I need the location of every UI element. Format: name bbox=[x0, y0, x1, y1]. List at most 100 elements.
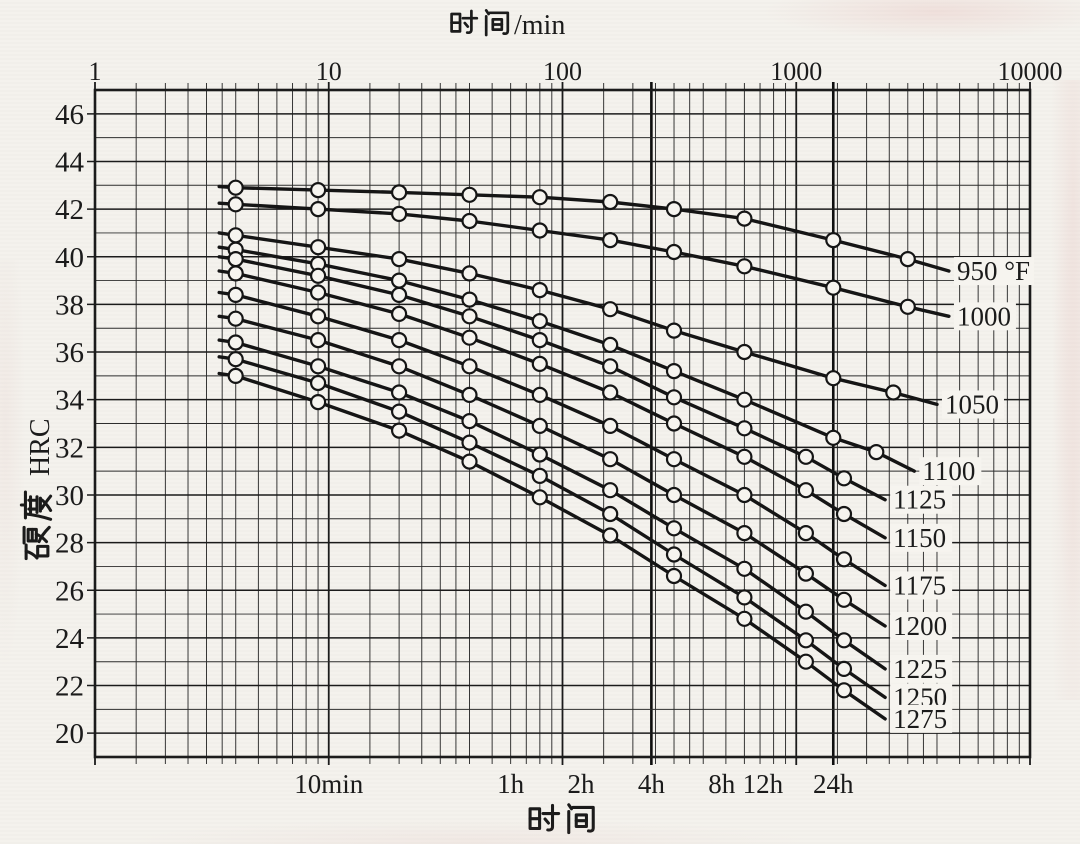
data-point-1175f bbox=[310, 308, 327, 325]
x-bottom-tick-label: 10min bbox=[294, 769, 364, 799]
hanzi-stroke bbox=[546, 803, 555, 832]
data-point-1275f bbox=[391, 422, 408, 439]
data-point-1225f bbox=[665, 520, 683, 537]
hanzi-stroke bbox=[37, 525, 51, 544]
x-top-tick-label: 10000 bbox=[998, 57, 1063, 86]
hanzi-stroke bbox=[528, 807, 542, 831]
curve-label-1000f: 1000 bbox=[957, 301, 1011, 331]
y-tick-label: 32 bbox=[55, 432, 84, 464]
hanzi-度 bbox=[19, 490, 53, 521]
data-point-1225f bbox=[461, 413, 478, 430]
data-point-1150f bbox=[797, 482, 815, 499]
curve-label-950f: 950 °F bbox=[957, 256, 1030, 286]
data-point-1150f bbox=[391, 305, 408, 322]
data-point-1225f bbox=[797, 603, 815, 620]
curve-label-1100f: 1100 bbox=[922, 456, 975, 486]
x-bottom-tick-label: 2h bbox=[568, 769, 596, 799]
data-point-1225f bbox=[835, 632, 853, 649]
y-tick-label: 30 bbox=[55, 480, 84, 512]
curve-1000f bbox=[217, 201, 951, 318]
data-point-950f bbox=[391, 184, 408, 201]
data-point-1200f bbox=[391, 358, 408, 375]
data-point-1125f bbox=[227, 251, 244, 268]
x-top-tick-label: 1 bbox=[89, 57, 102, 86]
curve-label-bg bbox=[890, 654, 953, 683]
y-tick-label: 36 bbox=[55, 337, 84, 369]
data-point-1225f bbox=[391, 384, 408, 401]
data-point-1250f bbox=[602, 505, 619, 523]
x-bottom-tick-label: 8h bbox=[708, 769, 736, 799]
data-point-1150f bbox=[736, 448, 753, 465]
data-point-1225f bbox=[227, 334, 244, 351]
data-point-1200f bbox=[736, 524, 753, 542]
data-point-1200f bbox=[602, 451, 619, 468]
data-point-950f bbox=[736, 210, 753, 227]
data-point-1100f bbox=[461, 291, 478, 308]
y-tick-label: 22 bbox=[55, 671, 84, 703]
y-tick-label: 46 bbox=[55, 99, 84, 131]
data-point-1125f bbox=[461, 308, 478, 325]
data-point-1200f bbox=[227, 310, 244, 327]
data-point-1275f bbox=[835, 682, 853, 699]
data-point-1000f bbox=[736, 258, 753, 275]
data-point-1100f bbox=[602, 336, 619, 353]
curve-950f bbox=[217, 184, 951, 273]
data-point-1125f bbox=[835, 470, 853, 487]
hanzi-stroke bbox=[484, 9, 490, 16]
data-point-1200f bbox=[310, 332, 327, 349]
data-point-1275f bbox=[227, 367, 244, 384]
data-point-1250f bbox=[461, 434, 478, 451]
data-point-1150f bbox=[835, 505, 853, 523]
data-point-1275f bbox=[602, 527, 619, 544]
data-point-1175f bbox=[736, 486, 753, 504]
x-bottom-tick-label: 4h bbox=[638, 769, 666, 799]
y-axis-title-latin: HRC bbox=[25, 418, 56, 476]
data-point-1150f bbox=[227, 265, 244, 282]
data-point-1250f bbox=[797, 632, 815, 649]
curve-label-bg bbox=[890, 704, 953, 733]
data-point-1275f bbox=[797, 653, 815, 670]
data-point-1050f bbox=[665, 322, 683, 339]
data-point-1050f bbox=[825, 370, 842, 387]
hanzi-间 bbox=[484, 9, 510, 37]
hanzi-硬 bbox=[22, 525, 51, 561]
y-tick-label: 44 bbox=[55, 146, 85, 178]
data-point-1175f bbox=[227, 286, 244, 303]
data-point-1000f bbox=[310, 201, 327, 218]
curve-label-bg bbox=[890, 523, 953, 552]
curve-label-1275f: 1275 bbox=[893, 704, 947, 734]
data-point-1250f bbox=[835, 660, 853, 678]
hanzi-stroke bbox=[40, 494, 53, 510]
data-point-1175f bbox=[665, 451, 683, 468]
data-point-950f bbox=[899, 251, 916, 268]
data-point-1225f bbox=[736, 560, 753, 577]
hanzi-stroke bbox=[488, 11, 510, 36]
data-point-1050f bbox=[391, 251, 408, 268]
data-point-950f bbox=[227, 179, 244, 196]
data-point-1125f bbox=[736, 420, 753, 437]
curve-label-bg bbox=[890, 611, 953, 640]
y-axis-title: HRC bbox=[19, 418, 56, 561]
hanzi-stroke bbox=[24, 549, 39, 560]
curve-label-bg bbox=[953, 302, 1016, 331]
data-point-1250f bbox=[227, 351, 244, 368]
data-point-1175f bbox=[391, 332, 408, 349]
data-point-950f bbox=[531, 189, 548, 206]
data-point-1000f bbox=[899, 298, 916, 315]
curve-label-1050f: 1050 bbox=[945, 389, 999, 419]
data-point-1250f bbox=[736, 589, 753, 606]
data-point-1050f bbox=[736, 343, 753, 361]
data-point-1175f bbox=[797, 524, 815, 542]
data-point-1200f bbox=[665, 486, 683, 504]
data-point-1225f bbox=[531, 446, 548, 463]
y-tick-label: 40 bbox=[55, 242, 84, 274]
data-point-1125f bbox=[665, 389, 683, 406]
hanzi-stroke bbox=[450, 12, 462, 33]
data-point-1275f bbox=[461, 453, 478, 470]
data-point-1000f bbox=[665, 243, 683, 261]
data-point-1125f bbox=[797, 448, 815, 465]
